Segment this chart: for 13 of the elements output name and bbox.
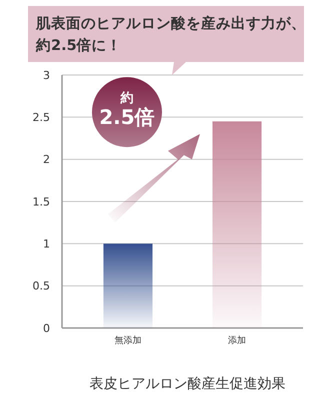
y-tick-label: 1 [43,238,50,251]
annotation: 約 2.5倍 [99,91,155,130]
y-tick-label: 0.5 [32,280,50,293]
circle-badge: 約 2.5倍 [92,77,162,148]
x-tick-label: 無添加 [114,335,142,346]
y-tick-label: 2 [43,153,50,166]
y-tick-label: 0 [43,322,50,335]
y-tick-label: 1.5 [32,195,50,208]
chart-title: 肌表面のヒアルロン酸を産み出す力が、約2.5倍に！ [35,14,306,54]
x-tick-label: 添加 [228,335,246,346]
y-tick-label: 3 [43,68,50,82]
y-tick-label: 2.5 [32,111,50,124]
text: 表皮ヒアルロン酸産生促進効果 [90,376,286,392]
